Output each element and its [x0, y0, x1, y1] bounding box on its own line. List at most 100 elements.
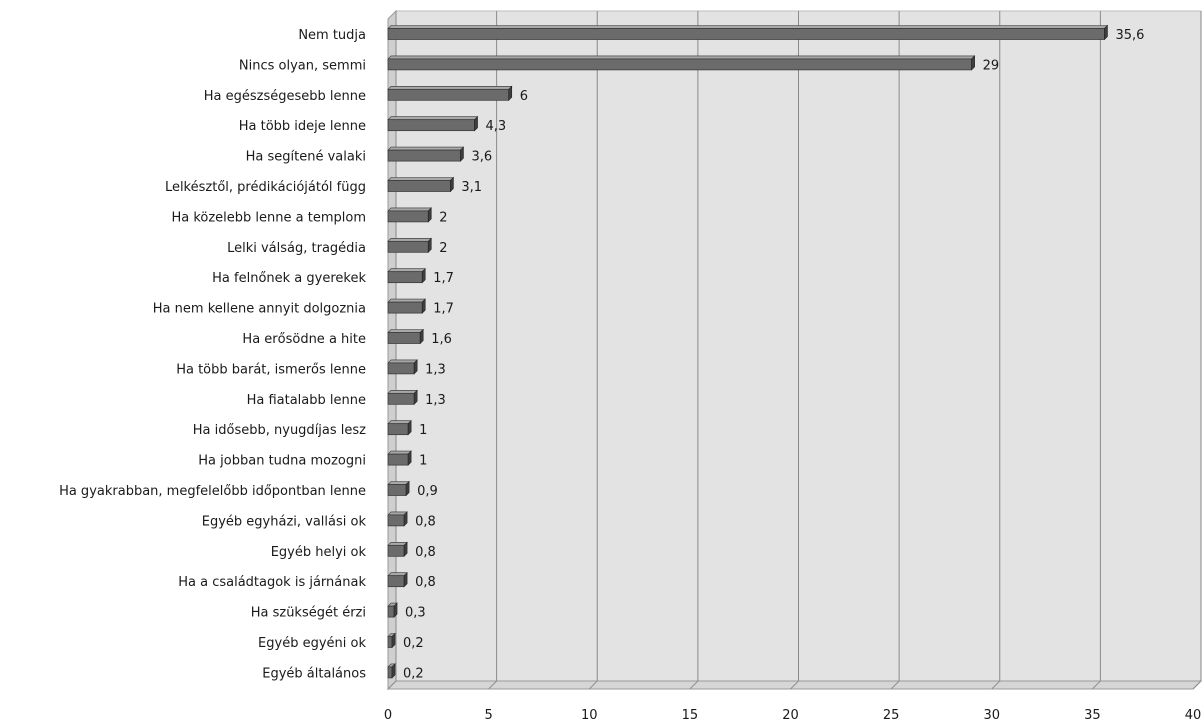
- bar: [387, 419, 412, 436]
- bar-end-face: [393, 602, 398, 618]
- bar-end-face: [413, 389, 418, 406]
- bar-end-face: [405, 480, 410, 497]
- category-label: Ha fiatalabb lenne: [247, 393, 366, 408]
- bar: [387, 298, 426, 314]
- floor-gridline: [790, 680, 799, 690]
- bar-front-face: [387, 28, 1105, 40]
- bar-end-face: [391, 632, 396, 649]
- bar-end-face: [419, 328, 424, 345]
- bar-front-face: [387, 514, 405, 527]
- bar-front-face: [387, 180, 451, 192]
- bar-top-face: [387, 207, 432, 212]
- bar-front-face: [387, 332, 421, 344]
- x-tick-label: 20: [782, 708, 799, 723]
- bar-top-face: [387, 420, 412, 425]
- x-tick-label: 5: [484, 708, 492, 723]
- bar-front-face: [387, 544, 405, 557]
- category-label: Ha gyakrabban, megfelelőbb időpontban le…: [59, 484, 366, 499]
- bar-end-face: [403, 511, 408, 527]
- category-label: Egyéb egyházi, vallási ok: [202, 514, 367, 529]
- category-label: Lelkésztől, prédikációjától függ: [165, 180, 366, 195]
- value-label: 0,8: [415, 514, 436, 529]
- bar-front-face: [387, 362, 415, 375]
- value-label: 29: [983, 58, 1000, 73]
- bar-top-face: [387, 329, 424, 333]
- category-label: Ha közelebb lenne a templom: [171, 210, 366, 225]
- bar-top-face: [387, 481, 410, 485]
- bar-top-face: [387, 177, 455, 181]
- value-label: 35,6: [1115, 28, 1144, 43]
- value-label: 4,3: [486, 119, 507, 134]
- floor-gridline: [588, 680, 598, 690]
- bar-top-face: [387, 25, 1109, 29]
- bar-top-face: [387, 268, 426, 273]
- bar: [387, 359, 418, 375]
- bar-end-face: [460, 146, 464, 162]
- category-label: Ha erősödne a hite: [242, 332, 366, 347]
- bar: [387, 85, 513, 102]
- value-label: 2: [439, 210, 447, 225]
- bar-front-face: [387, 210, 429, 223]
- category-label: Nincs olyan, semmi: [239, 58, 366, 73]
- bar-end-face: [427, 207, 432, 223]
- bar-end-face: [391, 663, 396, 679]
- category-label: Ha több barát, ismerős lenne: [176, 362, 366, 377]
- bar-end-face: [1104, 24, 1108, 41]
- bar-front-face: [387, 392, 415, 405]
- bar: [387, 480, 410, 497]
- bar: [387, 632, 396, 649]
- bar: [387, 511, 408, 527]
- category-label: Ha segítené valaki: [246, 150, 366, 165]
- bar: [387, 176, 455, 193]
- floor-gridline: [387, 680, 397, 690]
- bar-top-face: [387, 359, 418, 364]
- plot-area: [386, 9, 1203, 691]
- bar: [387, 663, 396, 679]
- bar-end-face: [403, 571, 408, 588]
- floor-gridline: [1092, 680, 1101, 690]
- bar-top-face: [387, 55, 976, 60]
- bar: [387, 115, 479, 132]
- floor-gridline: [1192, 680, 1202, 690]
- bar: [387, 146, 465, 162]
- value-label: 0,8: [415, 575, 436, 590]
- bar: [387, 602, 398, 618]
- x-tick-label: 0: [384, 708, 392, 723]
- bar-front-face: [387, 58, 972, 71]
- category-label: Egyéb helyi ok: [271, 545, 367, 560]
- bar-top-face: [387, 116, 479, 120]
- bar-end-face: [421, 298, 426, 314]
- bar: [387, 267, 426, 284]
- x-axis-ticks: 0 5 10 15 20 25 30 35 40: [384, 708, 1201, 723]
- category-label: Ha jobban tudna mozogni: [198, 454, 366, 469]
- x-tick-label: 30: [983, 708, 1000, 723]
- value-labels: 35,6 29 6 4,3 3,6 3,1 2 2 1,7 1,7 1,6 1,3 1,3 1 1 0,9 0,…: [403, 28, 1144, 681]
- bar-top-face: [387, 450, 412, 455]
- bar-front-face: [387, 605, 395, 618]
- bar-end-face: [474, 115, 478, 132]
- value-label: 2: [439, 241, 447, 256]
- value-label: 1,3: [425, 393, 446, 408]
- bar-top-face: [387, 238, 432, 242]
- floor-gridline: [991, 680, 1001, 690]
- floor-gridline: [890, 680, 900, 690]
- value-label: 1,7: [433, 271, 454, 286]
- bar: [387, 541, 408, 558]
- bar-front-face: [387, 575, 405, 588]
- bar: [387, 450, 412, 466]
- x-tick-label: 35: [1084, 708, 1101, 723]
- bar: [387, 571, 408, 588]
- bar-front-face: [387, 119, 475, 132]
- bar-series: [387, 24, 1109, 679]
- bar: [387, 207, 432, 223]
- bar: [387, 24, 1109, 41]
- bar-end-face: [427, 237, 432, 254]
- bar-end-face: [450, 176, 454, 193]
- x-tick-label: 25: [883, 708, 900, 723]
- value-label: 0,9: [417, 484, 438, 499]
- value-label: 0,2: [403, 666, 424, 681]
- bar-front-face: [387, 149, 461, 162]
- bar-end-face: [413, 359, 418, 375]
- value-label: 1,7: [433, 302, 454, 317]
- x-tick-label: 10: [581, 708, 598, 723]
